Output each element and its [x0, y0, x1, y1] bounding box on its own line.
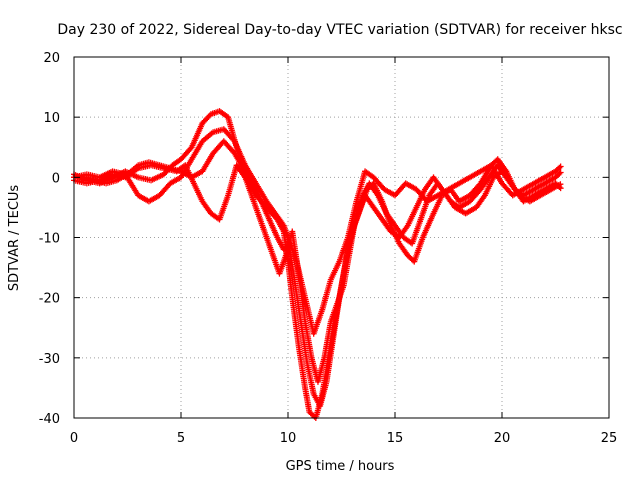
chart-title: Day 230 of 2022, Sidereal Day-to-day VTE… [57, 22, 622, 38]
y-tick-label: -40 [39, 412, 60, 427]
data-point [187, 145, 194, 152]
y-tick-label: -10 [39, 232, 60, 247]
series-track-3 [71, 162, 564, 385]
data-point [230, 136, 237, 143]
y-tick-label: -30 [39, 352, 60, 367]
data-point [557, 181, 564, 188]
series-track-4 [71, 138, 564, 337]
data-point [557, 163, 564, 170]
y-tick-label: 10 [43, 111, 60, 126]
x-tick-label: 15 [387, 431, 404, 446]
data-point [557, 169, 564, 176]
x-tick-label: 5 [177, 431, 185, 446]
data-point [556, 164, 563, 171]
data-point [556, 170, 563, 177]
y-tick-label: -20 [39, 292, 60, 307]
y-tick-label: 0 [52, 171, 60, 186]
x-tick-label: 0 [70, 431, 78, 446]
data-points [71, 108, 564, 421]
x-axis-title: GPS time / hours [286, 459, 395, 474]
y-axis-title: SDTVAR / TECUs [7, 185, 22, 292]
y-tick-label: 20 [43, 51, 60, 66]
axis-ticks: 0 5 10 15 20 25 20 10 0 -10 -20 -30 -40 [39, 51, 618, 446]
x-tick-label: 10 [280, 431, 297, 446]
x-tick-label: 20 [494, 431, 511, 446]
x-tick-label: 25 [601, 431, 618, 446]
